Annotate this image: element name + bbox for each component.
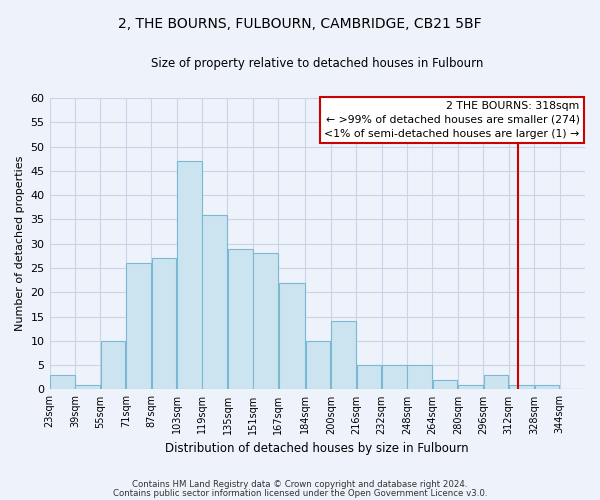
Bar: [76, 384, 100, 390]
Bar: [484, 375, 508, 390]
Bar: [331, 322, 356, 390]
Bar: [306, 341, 331, 390]
Bar: [152, 258, 176, 390]
X-axis label: Distribution of detached houses by size in Fulbourn: Distribution of detached houses by size …: [166, 442, 469, 455]
Bar: [50, 375, 74, 390]
Title: Size of property relative to detached houses in Fulbourn: Size of property relative to detached ho…: [151, 58, 484, 70]
Bar: [458, 384, 483, 390]
Bar: [228, 248, 253, 390]
Bar: [101, 341, 125, 390]
Bar: [509, 384, 534, 390]
Bar: [535, 384, 559, 390]
Bar: [126, 263, 151, 390]
Text: 2 THE BOURNS: 318sqm
← >99% of detached houses are smaller (274)
<1% of semi-det: 2 THE BOURNS: 318sqm ← >99% of detached …: [325, 101, 580, 139]
Bar: [253, 254, 278, 390]
Bar: [433, 380, 457, 390]
Bar: [356, 365, 381, 390]
Bar: [279, 282, 305, 390]
Bar: [177, 161, 202, 390]
Bar: [407, 365, 432, 390]
Text: 2, THE BOURNS, FULBOURN, CAMBRIDGE, CB21 5BF: 2, THE BOURNS, FULBOURN, CAMBRIDGE, CB21…: [118, 18, 482, 32]
Bar: [202, 214, 227, 390]
Bar: [382, 365, 407, 390]
Y-axis label: Number of detached properties: Number of detached properties: [15, 156, 25, 332]
Text: Contains public sector information licensed under the Open Government Licence v3: Contains public sector information licen…: [113, 488, 487, 498]
Text: Contains HM Land Registry data © Crown copyright and database right 2024.: Contains HM Land Registry data © Crown c…: [132, 480, 468, 489]
